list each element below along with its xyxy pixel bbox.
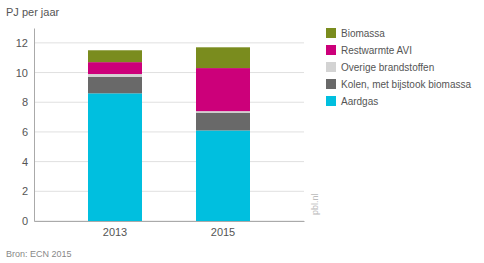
plot: 0 2 4 6 8 10 12 2013 2015: [16, 29, 305, 238]
bar-segment: [196, 68, 250, 111]
legend-swatch: [326, 28, 336, 38]
legend-item: Restwarmte AVI: [326, 45, 412, 56]
series: [88, 93, 250, 221]
series: [88, 62, 250, 111]
legend-label: Restwarmte AVI: [341, 45, 412, 56]
y-tick: 2: [22, 185, 34, 197]
legend-swatch: [326, 79, 336, 89]
y-axis-line: [34, 29, 35, 222]
watermark: pbl.nl: [310, 193, 320, 215]
y-tick: 12: [16, 37, 34, 49]
legend-swatch: [326, 96, 336, 106]
y-tick-label: 12: [16, 37, 28, 49]
y-tick-label: 2: [22, 185, 28, 197]
y-label: PJ per jaar: [6, 6, 60, 18]
bar-segment: [196, 130, 250, 221]
legend-swatch: [326, 45, 336, 55]
legend-label: Aardgas: [341, 96, 378, 107]
x-axis: 2013 2015: [35, 222, 305, 238]
y-tick-label: 0: [22, 215, 28, 227]
y-tick: 10: [16, 67, 34, 79]
grid-line: [34, 102, 304, 103]
bar-segment: [88, 50, 142, 62]
y-tick: 4: [22, 156, 34, 168]
x-tick: 2015: [211, 226, 235, 238]
grid-line: [34, 221, 304, 222]
x-tick-label: 2015: [211, 226, 235, 238]
bars: [88, 47, 250, 221]
x-axis-line: [35, 221, 305, 222]
grid-line: [34, 161, 304, 162]
grid: [34, 43, 304, 221]
bar-segment: [88, 62, 142, 74]
legend-label: Overige brandstoffen: [341, 62, 434, 73]
legend-item: Overige brandstoffen: [326, 62, 434, 73]
grid-line: [34, 191, 304, 192]
series: [88, 47, 250, 68]
bar-segment: [88, 77, 142, 93]
y-axis: 0 2 4 6 8 10 12: [16, 29, 35, 228]
x-tick-label: 2013: [103, 226, 127, 238]
legend: Biomassa Restwarmte AVI Overige brandstoff…: [326, 28, 472, 107]
chart: 0 2 4 6 8 10 12 2013 2015 PJ per jaar Biomassa Rest…: [0, 0, 484, 263]
y-tick: 0: [22, 215, 34, 227]
bar-segment: [196, 113, 250, 131]
y-tick-label: 10: [16, 67, 28, 79]
bar-segment: [88, 74, 142, 77]
legend-swatch: [326, 62, 336, 72]
grid-line: [34, 131, 304, 132]
legend-label: Kolen, met bijstook biomassa: [341, 79, 472, 90]
y-tick-label: 4: [22, 156, 28, 168]
y-tick: 8: [22, 96, 34, 108]
grid-line: [34, 72, 304, 73]
x-tick: 2013: [103, 226, 127, 238]
bar-segment: [88, 93, 142, 221]
source-note: Bron: ECN 2015: [6, 249, 72, 259]
y-tick: 6: [22, 126, 34, 138]
y-tick-label: 6: [22, 126, 28, 138]
legend-label: Biomassa: [341, 28, 385, 39]
bar-segment: [196, 47, 250, 68]
legend-item: Aardgas: [326, 96, 378, 107]
grid-line: [34, 42, 304, 43]
legend-item: Kolen, met bijstook biomassa: [326, 79, 472, 90]
y-tick-label: 8: [22, 96, 28, 108]
bar-segment: [196, 111, 250, 112]
legend-item: Biomassa: [326, 28, 385, 39]
